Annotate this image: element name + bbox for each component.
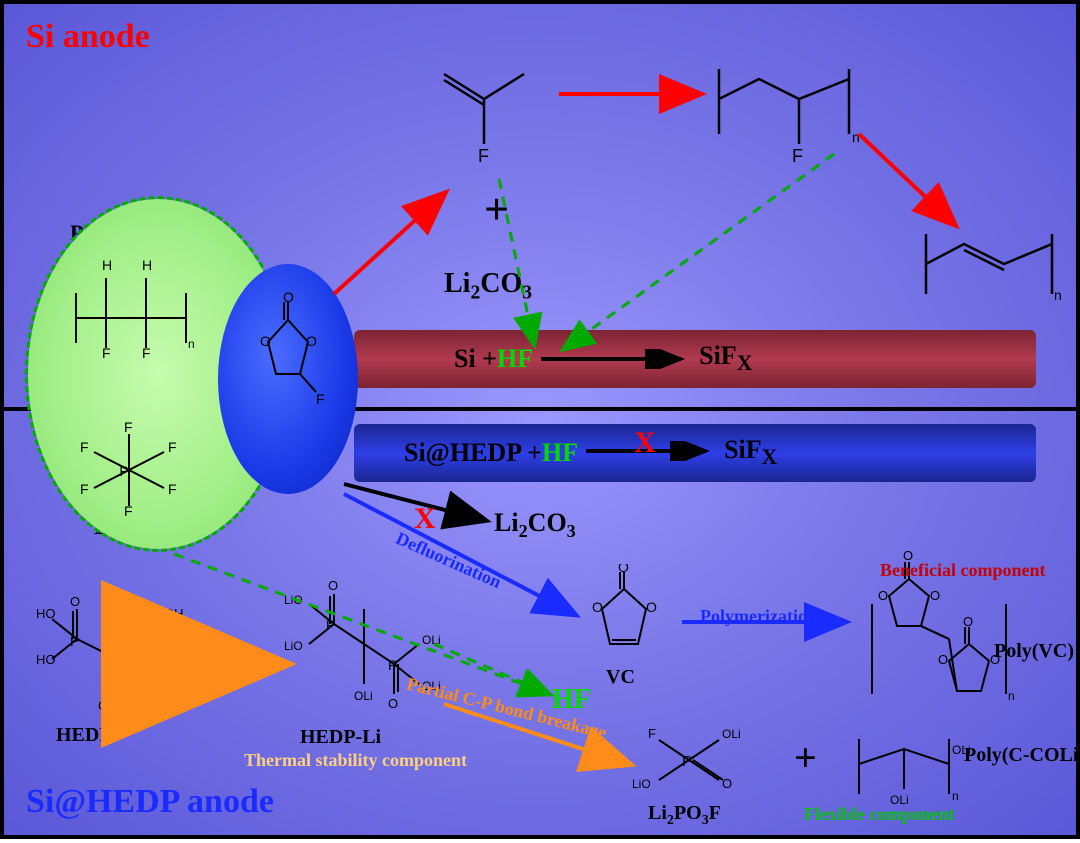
svg-text:O: O [592,599,603,615]
hedp-label: HEDP [56,724,112,747]
svg-text:OH: OH [98,698,118,713]
svg-text:OH: OH [164,606,184,621]
sihedp-hf-bar-text: Si@HEDP + HF X SiFX [404,424,777,482]
svg-text:LiO: LiO [632,777,651,791]
flexible-label: Flexible component [804,804,955,825]
svg-text:LiO: LiO [284,593,303,607]
svg-text:O: O [132,594,142,609]
svg-text:H: H [142,257,152,273]
bar2-si: Si@HEDP + [404,438,542,468]
lipf6-structure: F F F F F F P [74,422,184,517]
plus-bottom: + [794,734,817,781]
svg-text:O: O [260,333,271,349]
svg-text:OLi: OLi [722,727,741,741]
svg-text:F: F [142,345,151,358]
svg-text:n: n [852,129,860,145]
hedp-li-label: HEDP-Li [300,726,381,749]
bar2-sifx: SiFX [724,435,777,470]
svg-text:F: F [478,146,489,166]
svg-text:F: F [124,503,133,517]
vc-structure: O O O [564,564,684,674]
svg-text:F: F [792,146,803,166]
svg-text:O: O [722,776,732,791]
svg-text:n: n [952,789,959,803]
svg-text:P: P [119,463,128,479]
svg-text:F: F [168,481,177,497]
svg-text:O: O [306,333,317,349]
svg-text:O: O [70,594,80,609]
bar-hf: HF [497,344,533,374]
svg-text:O: O [328,578,338,593]
thermal-label: Thermal stability component [244,750,467,771]
svg-text:HO: HO [36,652,56,667]
svg-text:OLi: OLi [952,743,971,757]
polymerization-label: Polymerization [700,606,817,627]
svg-text:P: P [388,657,397,673]
svg-text:OLi: OLi [354,689,373,703]
svg-text:O: O [618,564,629,575]
svg-text:P: P [682,753,692,770]
beneficial-label: Beneficial component [880,560,1045,581]
svg-text:O: O [646,599,657,615]
x-block-icon: X [634,426,656,460]
svg-text:O: O [963,614,973,629]
bar-sifx: SiFX [699,341,752,376]
x-li2co3-icon: X [414,502,436,536]
svg-text:F: F [80,439,89,455]
hedp-structure: P P HO HO OH OH O O OH [22,594,192,724]
li2co3-top: Li2CO3 [444,268,532,305]
svg-text:n: n [1054,287,1062,303]
bar2-hf: HF [542,438,578,468]
diagram-canvas: Si anode Si@HEDP anode PVDF Fluorine sou… [0,0,1080,839]
plus-top: + [484,184,509,235]
si-hf-bar-text: Si + HF SiFX [454,330,752,388]
svg-text:F: F [102,345,111,358]
svg-text:n: n [188,337,195,351]
svg-text:n: n [1008,689,1015,703]
svg-text:P: P [326,617,335,633]
poly-vf-structure: F n [704,34,864,174]
svg-text:P: P [70,633,79,649]
svg-text:O: O [388,696,398,711]
svg-text:O: O [938,652,948,667]
svg-text:OH: OH [164,652,184,667]
poly-ccoli-label: Poly(C-COLi) [964,744,1080,767]
svg-text:F: F [124,422,133,435]
polyene-structure: n [914,204,1064,314]
svg-text:LiO: LiO [284,639,303,653]
li2po3f-structure: P F OLi LiO O [624,710,754,810]
hedp-li-structure: PP LiOLiO OLiOLi OO OLi [274,574,454,724]
svg-text:HO: HO [36,606,56,621]
li2co3-bottom: Li2CO3 [494,508,576,542]
vinyl-fluoride-structure: F [424,44,554,174]
title-si-anode: Si anode [26,18,150,56]
svg-text:F: F [80,481,89,497]
svg-text:F: F [168,439,177,455]
svg-text:H: H [102,257,112,273]
svg-text:OLi: OLi [422,633,441,647]
svg-text:F: F [648,726,656,741]
title-si-hedp-anode: Si@HEDP anode [26,783,274,821]
svg-text:O: O [930,588,940,603]
svg-text:P: P [132,633,141,649]
bar-si: Si + [454,344,497,374]
fec-structure: O O O F [238,292,338,412]
poly-ccoli-structure: OLi n OLi [844,714,974,814]
pvdf-structure: H H F F n [66,248,196,358]
svg-text:O: O [878,588,888,603]
svg-text:O: O [283,292,294,305]
svg-text:O: O [990,652,1000,667]
svg-text:F: F [316,391,325,407]
